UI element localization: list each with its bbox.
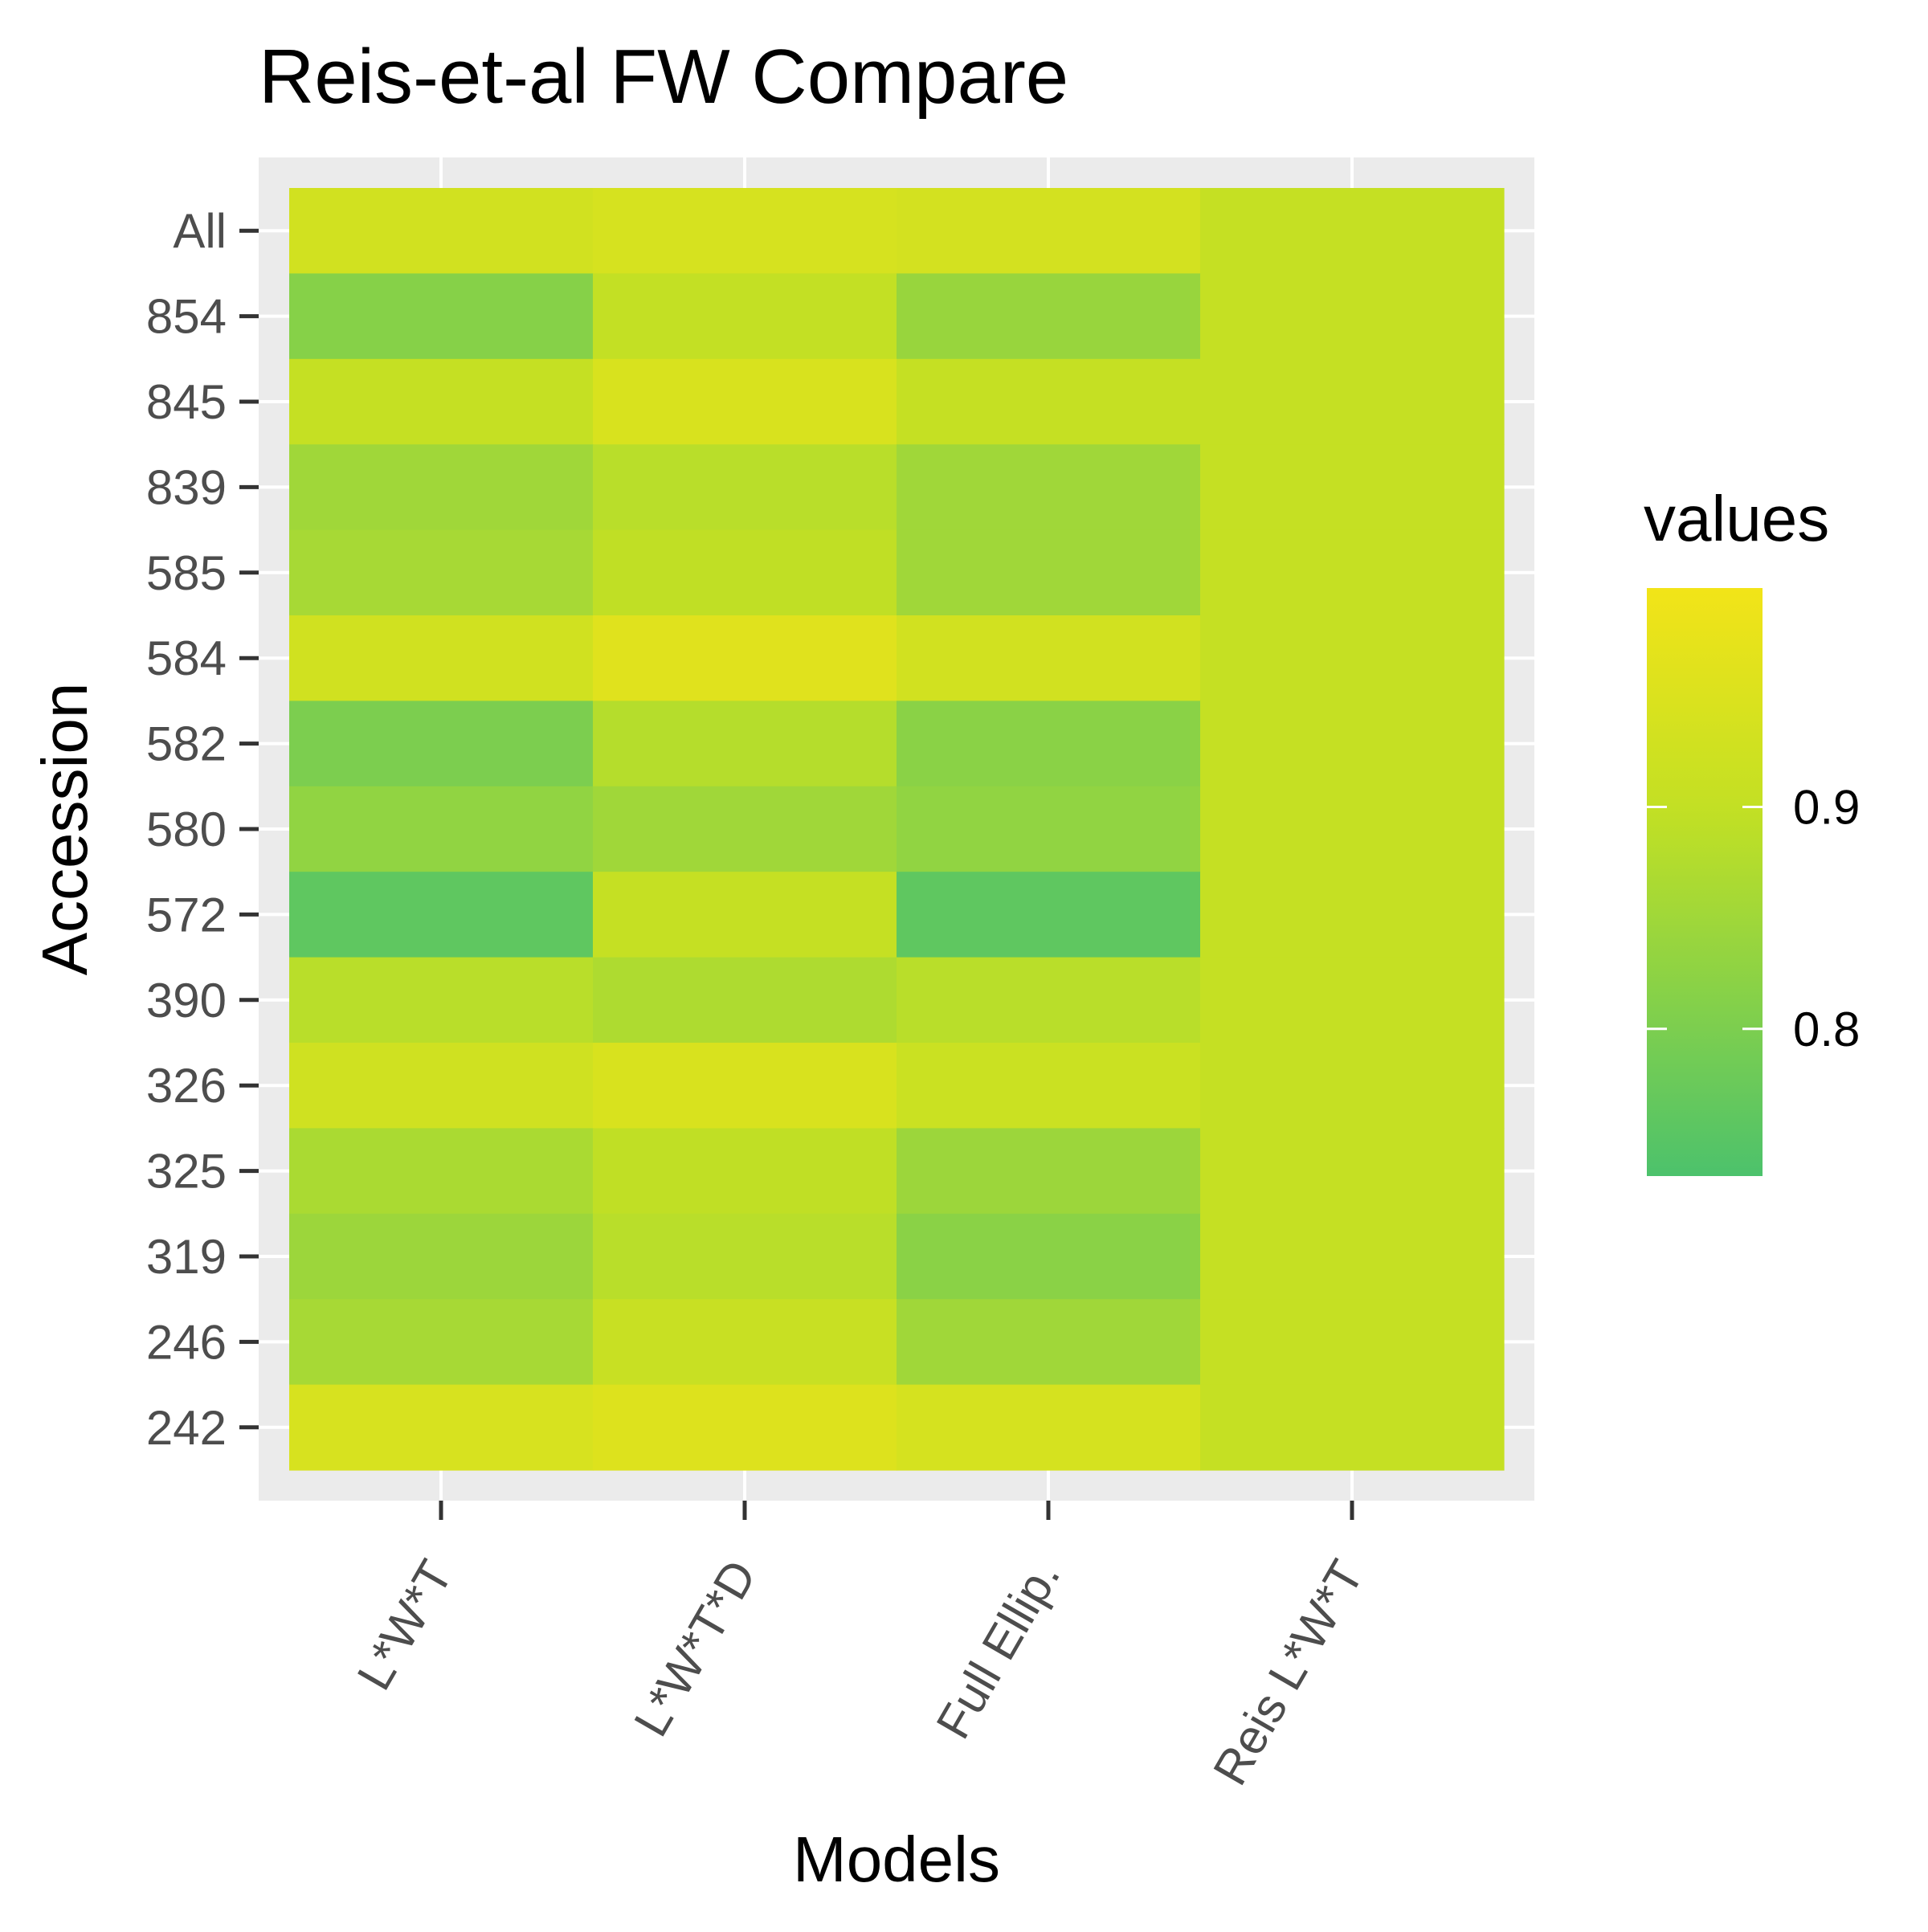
heatmap-cell <box>897 872 1201 958</box>
heatmap-cell <box>289 1043 594 1129</box>
heatmap-cell <box>1200 786 1505 872</box>
heatmap-cell <box>897 188 1201 274</box>
heatmap-cell <box>593 786 897 872</box>
heatmap-cell <box>289 273 594 360</box>
y-axis-title: Accession <box>29 683 100 976</box>
heatmap-cell <box>289 872 594 958</box>
x-tick-label: Reis L*W*T <box>1203 1551 1374 1794</box>
y-tick-label: All <box>173 204 227 258</box>
y-tick-label: 584 <box>146 631 227 685</box>
y-tick-label: 242 <box>146 1401 227 1455</box>
heatmap-cell <box>289 701 594 787</box>
legend-colorbar <box>1647 588 1763 1176</box>
heatmap-cell <box>897 1299 1201 1386</box>
heatmap-cell <box>1200 1213 1505 1300</box>
y-tick-label: 572 <box>146 888 227 941</box>
y-tick-label: 585 <box>146 546 227 600</box>
heatmap-cell <box>289 1128 594 1215</box>
heatmap-cell <box>1200 1128 1505 1215</box>
heatmap-cell <box>897 1128 1201 1215</box>
y-tick-label: 580 <box>146 803 227 856</box>
heatmap-cell <box>593 358 897 445</box>
heatmap-cell <box>289 615 594 701</box>
heatmap-cell <box>1200 1043 1505 1129</box>
heatmap-cells <box>289 188 1505 1471</box>
heatmap-cell <box>593 1384 897 1471</box>
y-tick-label: 839 <box>146 460 227 514</box>
heatmap-cell <box>593 957 897 1044</box>
x-tick-label: L*W*T*D <box>623 1551 766 1745</box>
heatmap-cell <box>289 529 594 616</box>
x-tick-label: Full Ellip. <box>926 1551 1071 1747</box>
heatmap-cell <box>1200 444 1505 531</box>
heatmap-cell <box>593 529 897 616</box>
heatmap-cell <box>593 444 897 531</box>
heatmap-cell <box>593 872 897 958</box>
heatmap-cell <box>289 786 594 872</box>
heatmap-cell <box>1200 529 1505 616</box>
heatmap-cell <box>289 1299 594 1386</box>
y-tick-label: 390 <box>146 974 227 1027</box>
y-tick-label: 319 <box>146 1230 227 1284</box>
legend: values 0.9 0.8 <box>1644 483 1860 1176</box>
heatmap-cell <box>1200 872 1505 958</box>
y-tick-label: 854 <box>146 290 227 344</box>
heatmap-cell <box>897 273 1201 360</box>
legend-ticks: 0.9 0.8 <box>1647 780 1860 1056</box>
heatmap-cell <box>897 1213 1201 1300</box>
heatmap-cell <box>289 188 594 274</box>
heatmap-cell <box>289 957 594 1044</box>
y-tick-label: 582 <box>146 717 227 771</box>
heatmap-cell <box>593 1213 897 1300</box>
x-tick-label: L*W*T <box>347 1551 464 1699</box>
x-axis-title: Models <box>793 1824 1000 1895</box>
legend-tick-label: 0.9 <box>1793 780 1860 834</box>
heatmap-cell <box>1200 1299 1505 1386</box>
y-tick-label: 845 <box>146 375 227 429</box>
heatmap-cell <box>1200 273 1505 360</box>
heatmap-cell <box>593 1043 897 1129</box>
heatmap-cell <box>289 444 594 531</box>
y-tick-label: 325 <box>146 1145 227 1199</box>
heatmap-cell <box>289 1384 594 1471</box>
heatmap-cell <box>593 1299 897 1386</box>
legend-tick-label: 0.8 <box>1793 1003 1860 1056</box>
heatmap-cell <box>289 358 594 445</box>
heatmap-cell <box>1200 957 1505 1044</box>
heatmap-cell <box>897 444 1201 531</box>
x-axis: L*W*T L*W*T*D Full Ellip. Reis L*W*T <box>347 1501 1374 1794</box>
heatmap-cell <box>1200 615 1505 701</box>
heatmap-cell <box>1200 1384 1505 1471</box>
heatmap-cell <box>593 615 897 701</box>
heatmap-cell <box>897 615 1201 701</box>
y-axis: All 854 845 839 585 584 582 580 572 390 326 325 319 2… <box>146 204 259 1455</box>
chart-title: Reis-et-al FW Compare <box>259 34 1068 120</box>
y-tick-label: 246 <box>146 1315 227 1369</box>
heatmap-cell <box>897 786 1201 872</box>
heatmap-cell <box>897 1384 1201 1471</box>
heatmap-cell <box>1200 701 1505 787</box>
heatmap-cell <box>897 529 1201 616</box>
heatmap-cell <box>289 1213 594 1300</box>
legend-title: values <box>1644 483 1829 554</box>
heatmap-cell <box>593 1128 897 1215</box>
heatmap-cell <box>1200 358 1505 445</box>
y-tick-label: 326 <box>146 1059 227 1113</box>
heatmap-cell <box>593 701 897 787</box>
heatmap-cell <box>897 358 1201 445</box>
heatmap-cell <box>593 188 897 274</box>
heatmap-cell <box>897 1043 1201 1129</box>
heatmap-cell <box>897 701 1201 787</box>
heatmap-cell <box>593 273 897 360</box>
heatmap-cell <box>1200 188 1505 274</box>
heatmap-cell <box>897 957 1201 1044</box>
